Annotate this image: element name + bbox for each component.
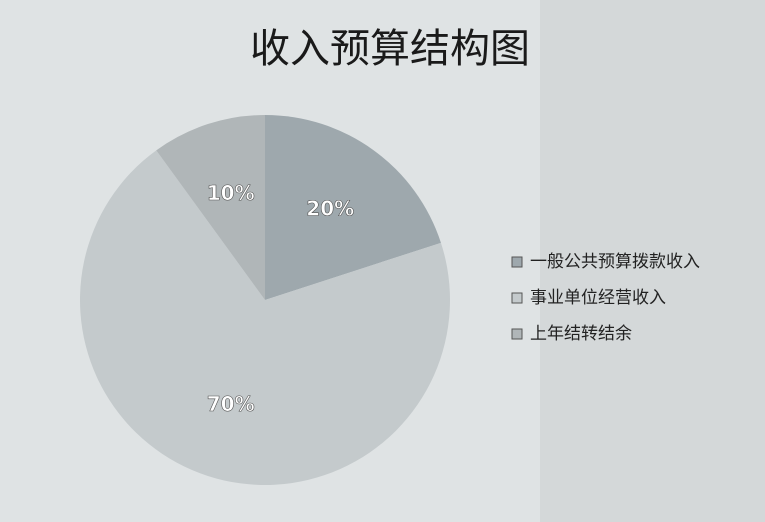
data-label: 20% [306, 197, 354, 221]
data-label: 10% [207, 181, 255, 205]
legend-marker [511, 328, 523, 340]
legend-label: 事业单位经营收入 [530, 288, 666, 308]
pie-slice [80, 150, 451, 486]
data-label: 70% [207, 392, 255, 416]
legend-marker [511, 256, 523, 268]
pie-slice [265, 115, 441, 300]
legend-marker [511, 292, 523, 304]
scan-noise [540, 0, 765, 522]
legend-label: 一般公共预算拨款收入 [530, 252, 700, 272]
pie-slice [156, 115, 265, 300]
legend-label: 上年结转结余 [530, 324, 632, 344]
chart-title: 收入预算结构图 [250, 26, 530, 72]
